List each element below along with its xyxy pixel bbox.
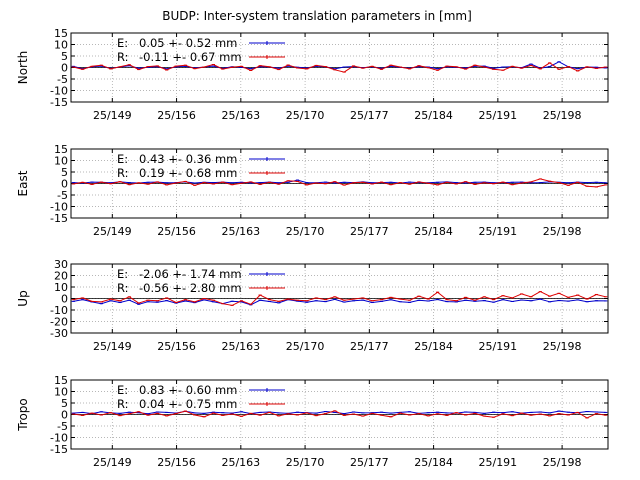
y-tick-label: -30 (50, 327, 68, 340)
y-tick-label: 20 (54, 270, 68, 283)
series-line-R (73, 62, 606, 73)
x-tick-label: 25/170 (286, 456, 325, 469)
x-tick-label: 25/177 (350, 109, 389, 122)
legend-value: 0.19 +- 0.68 mm (139, 166, 237, 180)
y-tick-label: -5 (57, 73, 68, 86)
x-tick-label: 25/149 (93, 340, 132, 353)
x-tick-label: 25/163 (221, 456, 260, 469)
y-tick-label: 15 (54, 143, 68, 156)
x-tick-label: 25/149 (93, 109, 132, 122)
legend-label: R: (117, 397, 129, 411)
y-tick-label: 0 (61, 409, 68, 422)
series-line-R (73, 291, 606, 306)
y-tick-label: -10 (50, 304, 68, 317)
x-tick-label: 25/177 (350, 456, 389, 469)
legend-label: E: (117, 267, 128, 281)
x-tick-label: 25/184 (414, 340, 453, 353)
series-line-R (73, 178, 606, 188)
y-tick-label: 10 (54, 39, 68, 52)
x-tick-label: 25/163 (221, 340, 260, 353)
y-tick-label: 5 (61, 397, 68, 410)
x-tick-label: 25/191 (478, 340, 517, 353)
y-tick-label: 0 (61, 62, 68, 75)
x-tick-label: 25/149 (93, 456, 132, 469)
x-tick-label: 25/149 (93, 225, 132, 238)
y-tick-label: -10 (50, 85, 68, 98)
x-tick-label: 25/163 (221, 225, 260, 238)
legend-value: -0.56 +- 2.80 mm (139, 281, 242, 295)
x-tick-label: 25/170 (286, 225, 325, 238)
y-tick-label: -15 (50, 212, 68, 225)
x-tick-label: 25/156 (157, 340, 196, 353)
y-tick-label: 10 (54, 155, 68, 168)
legend-value: -2.06 +- 1.74 mm (139, 267, 242, 281)
y-tick-label: 5 (61, 166, 68, 179)
series-line-R (73, 410, 606, 419)
y-axis-label: Tropo (16, 398, 30, 432)
y-tick-label: 5 (61, 50, 68, 63)
y-axis-label: East (16, 170, 30, 196)
y-axis-label: Up (16, 290, 30, 306)
legend-label: R: (117, 50, 129, 64)
x-tick-label: 25/191 (478, 109, 517, 122)
y-tick-label: -10 (50, 432, 68, 445)
y-tick-label: 15 (54, 27, 68, 40)
x-tick-label: 25/184 (414, 456, 453, 469)
y-tick-label: -5 (57, 420, 68, 433)
x-tick-label: 25/198 (543, 225, 582, 238)
y-tick-label: 0 (61, 178, 68, 191)
y-tick-label: -20 (50, 316, 68, 329)
y-tick-label: 10 (54, 281, 68, 294)
x-tick-label: 25/170 (286, 109, 325, 122)
legend-label: E: (117, 152, 128, 166)
legend-value: -0.11 +- 0.67 mm (139, 50, 242, 64)
y-tick-label: -15 (50, 96, 68, 109)
x-tick-label: 25/156 (157, 109, 196, 122)
legend-value: 0.43 +- 0.36 mm (139, 152, 237, 166)
y-tick-label: 10 (54, 386, 68, 399)
y-tick-label: 0 (61, 293, 68, 306)
y-tick-label: -10 (50, 201, 68, 214)
series-line-E (73, 179, 606, 184)
y-tick-label: -15 (50, 443, 68, 456)
x-tick-label: 25/177 (350, 225, 389, 238)
legend-value: 0.04 +- 0.75 mm (139, 397, 237, 411)
y-tick-label: 30 (54, 258, 68, 271)
x-tick-label: 25/191 (478, 225, 517, 238)
x-tick-label: 25/184 (414, 109, 453, 122)
legend-value: 0.05 +- 0.52 mm (139, 36, 237, 50)
series-line-E (73, 298, 606, 306)
legend-value: 0.83 +- 0.60 mm (139, 383, 237, 397)
x-tick-label: 25/163 (221, 109, 260, 122)
x-tick-label: 25/156 (157, 225, 196, 238)
chart-title: BUDP: Inter-system translation parameter… (162, 9, 472, 23)
legend-label: R: (117, 166, 129, 180)
y-tick-label: -5 (57, 189, 68, 202)
legend-label: E: (117, 36, 128, 50)
x-tick-label: 25/198 (543, 340, 582, 353)
y-axis-label: North (16, 51, 30, 85)
x-tick-label: 25/170 (286, 340, 325, 353)
x-tick-label: 25/177 (350, 340, 389, 353)
x-tick-label: 25/198 (543, 109, 582, 122)
x-tick-label: 25/184 (414, 225, 453, 238)
x-tick-label: 25/191 (478, 456, 517, 469)
x-tick-label: 25/198 (543, 456, 582, 469)
x-tick-label: 25/156 (157, 456, 196, 469)
y-tick-label: 15 (54, 374, 68, 387)
legend-label: R: (117, 281, 129, 295)
legend-label: E: (117, 383, 128, 397)
